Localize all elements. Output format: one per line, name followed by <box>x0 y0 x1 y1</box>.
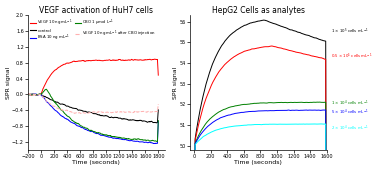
X-axis label: Time (seconds): Time (seconds) <box>234 160 282 166</box>
Text: 1 × 10$^5$ cells mL$^{-1}$: 1 × 10$^5$ cells mL$^{-1}$ <box>331 26 369 36</box>
Legend: VEGF 10 ng mL$^{-1}$, control, BSA 10 ng mL$^{-1}$, CBO 1 μmol L$^{-1}$, VEGF 10: VEGF 10 ng mL$^{-1}$, control, BSA 10 ng… <box>30 17 156 44</box>
Text: 0.5 × 10$^5$ cells mL$^{-1}$: 0.5 × 10$^5$ cells mL$^{-1}$ <box>331 52 372 61</box>
Y-axis label: SPR signal: SPR signal <box>173 66 178 99</box>
X-axis label: Time (seconds): Time (seconds) <box>73 160 120 166</box>
Y-axis label: SPR signal: SPR signal <box>6 66 11 99</box>
Text: 2 × 10$^4$ cells mL$^{-1}$: 2 × 10$^4$ cells mL$^{-1}$ <box>331 123 369 133</box>
Text: 5 × 10$^4$ cells mL$^{-1}$: 5 × 10$^4$ cells mL$^{-1}$ <box>331 108 369 117</box>
Title: HepG2 Cells as analytes: HepG2 Cells as analytes <box>212 5 305 15</box>
Title: VEGF activation of HuH7 cells: VEGF activation of HuH7 cells <box>39 5 153 15</box>
Text: 1 × 10$^4$ cells mL$^{-1}$: 1 × 10$^4$ cells mL$^{-1}$ <box>331 99 369 108</box>
